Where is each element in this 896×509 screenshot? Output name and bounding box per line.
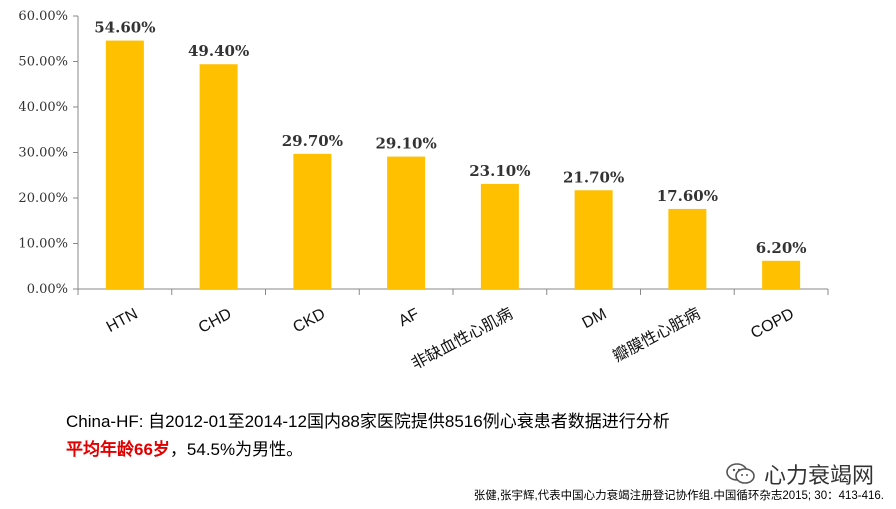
data-label: 21.70% bbox=[563, 168, 624, 186]
caption: China-HF: 自2012-01至2014-12国内88家医院提供8516例… bbox=[66, 408, 670, 464]
bar bbox=[762, 260, 801, 289]
bar bbox=[480, 183, 519, 289]
bar-chart: 0.00% 10.00% 20.00% 30.00% 40.00% 50.00% 60.00… bbox=[18, 9, 829, 373]
category-label: CKD bbox=[290, 306, 328, 337]
data-label: 6.20% bbox=[756, 239, 807, 257]
data-labels: 54.60% 49.40% 29.70% 29.10% 23.10% 21.70% 17.6… bbox=[94, 19, 806, 257]
y-tick-label: 60.00% bbox=[18, 9, 68, 24]
category-label: HTN bbox=[104, 306, 141, 336]
y-tick-label: 20.00% bbox=[18, 191, 68, 206]
bar bbox=[574, 190, 613, 289]
caption-line-1: China-HF: 自2012-01至2014-12国内88家医院提供8516例… bbox=[66, 412, 670, 431]
brand-text: 心力衰竭网 bbox=[763, 463, 874, 488]
data-label: 23.10% bbox=[469, 162, 530, 180]
citation: 张健,张宇辉,代表中国心力衰竭注册登记协作组.中国循环杂志2015; 30：41… bbox=[473, 490, 884, 502]
bars bbox=[105, 40, 801, 289]
data-label: 29.70% bbox=[282, 132, 343, 150]
y-tick-label: 40.00% bbox=[18, 100, 68, 115]
category-label: CHD bbox=[196, 306, 235, 337]
data-label: 17.60% bbox=[657, 187, 718, 205]
category-label: 非缺血性心肌病 bbox=[408, 305, 515, 373]
bar bbox=[387, 156, 426, 289]
category-label: DM bbox=[580, 306, 610, 333]
y-tick-label: 30.00% bbox=[18, 146, 68, 161]
bar bbox=[293, 153, 332, 289]
bar bbox=[199, 64, 238, 289]
bar bbox=[105, 40, 144, 289]
data-label: 49.40% bbox=[188, 42, 249, 60]
category-label: 瓣膜性心脏病 bbox=[610, 305, 703, 366]
data-label: 29.10% bbox=[376, 135, 437, 153]
caption-line-2: 平均年龄66岁，54.5%为男性。 bbox=[66, 436, 670, 464]
caption-rest: ，54.5%为男性。 bbox=[169, 440, 304, 459]
data-label: 54.60% bbox=[94, 19, 155, 37]
y-tick-label: 50.00% bbox=[18, 55, 68, 70]
bar bbox=[668, 208, 707, 289]
wechat-icon bbox=[726, 463, 756, 485]
category-label: AF bbox=[396, 305, 422, 330]
y-axis: 0.00% 10.00% 20.00% 30.00% 40.00% 50.00% 60.00… bbox=[18, 9, 79, 297]
y-tick-label: 10.00% bbox=[18, 237, 68, 252]
category-label: COPD bbox=[748, 306, 797, 343]
brand: 心力衰竭网 bbox=[726, 458, 874, 490]
x-axis bbox=[77, 288, 829, 295]
y-tick-label: 0.00% bbox=[27, 282, 68, 297]
caption-highlight: 平均年龄66岁 bbox=[66, 440, 170, 459]
